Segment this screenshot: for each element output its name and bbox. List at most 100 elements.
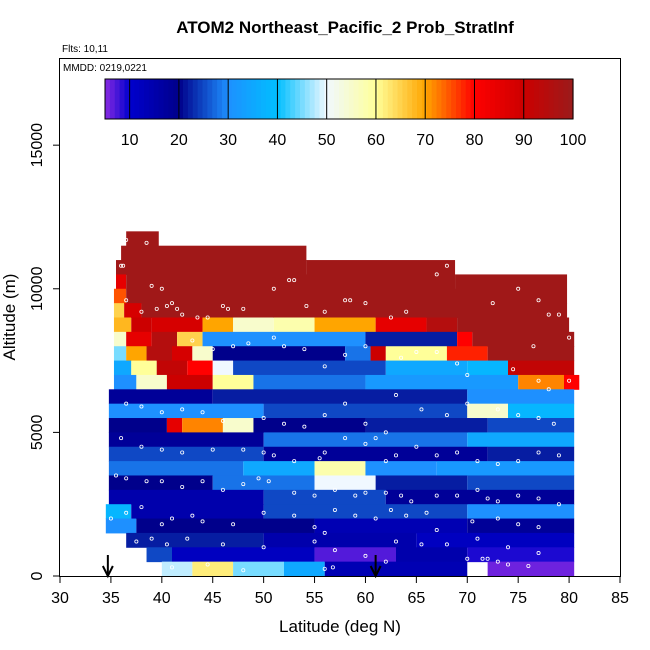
sample-point [343, 298, 348, 303]
sample-point [511, 367, 516, 372]
heatmap-cells [105, 231, 580, 577]
colorbar-swatch [358, 79, 364, 119]
sample-point [241, 306, 246, 311]
colorbar-swatch [261, 79, 267, 119]
colorbar-swatch [207, 79, 213, 119]
colorbar-swatch [514, 79, 520, 119]
sample-point [414, 349, 419, 354]
sample-point [287, 278, 292, 283]
sample-point [485, 496, 490, 501]
colorbar-swatch [168, 79, 174, 119]
arrow-marker [101, 555, 114, 579]
heat-cell-5-2 [141, 303, 568, 318]
heat-cell-6-7 [375, 317, 427, 333]
colorbar-swatch [407, 79, 413, 119]
heat-cell-9-5 [233, 360, 386, 376]
sample-point [292, 278, 297, 283]
colorbar-tick-label: 80 [466, 132, 484, 149]
heat-cell-16-1 [243, 461, 315, 476]
heat-cell-17-2 [314, 475, 376, 491]
sample-point [399, 355, 404, 360]
sample-point [383, 559, 388, 564]
heat-cell-5-1 [124, 303, 142, 318]
sample-point [363, 344, 368, 349]
heat-cell-10-1 [136, 374, 167, 390]
colorbar-swatch [348, 79, 355, 119]
sample-point [159, 479, 164, 484]
heat-cell-6-4 [233, 317, 274, 333]
sample-point [526, 563, 531, 568]
sample-point [180, 450, 185, 455]
colorbar-tick-label: 50 [318, 132, 336, 149]
sample-point [480, 556, 485, 561]
sample-point [536, 496, 541, 501]
sample-point [353, 513, 358, 518]
sample-point [200, 410, 205, 415]
heat-cell-8-2 [146, 346, 172, 362]
heat-cell-12-1 [263, 403, 468, 419]
colorbar-swatch [178, 79, 184, 119]
sample-point [190, 513, 195, 518]
sample-point [281, 344, 286, 349]
sample-point [330, 565, 335, 570]
heat-cell-19-1 [131, 504, 264, 520]
heat-cell-12-0 [108, 403, 264, 419]
heat-cell-20-0 [105, 518, 137, 534]
heat-cell-15-1 [263, 446, 488, 462]
sample-point [495, 407, 500, 412]
sample-point [108, 516, 113, 521]
x-axis-label: Latitude (deg N) [279, 617, 401, 636]
sample-point [292, 513, 297, 518]
sample-point [490, 301, 495, 306]
heat-cell-22-2 [314, 547, 396, 563]
sample-point [475, 487, 480, 492]
colorbar-swatch [231, 79, 238, 119]
heat-cell-2-0 [116, 260, 307, 275]
sample-point [149, 283, 154, 288]
sample-point [516, 493, 521, 498]
heat-cell-9-7 [467, 360, 508, 376]
heat-cell-18-2 [385, 489, 575, 505]
heat-cell-6-8 [426, 317, 458, 333]
colorbar-swatch [300, 79, 306, 119]
sample-point [353, 493, 358, 498]
colorbar-swatch [436, 79, 442, 119]
heat-cell-7-0 [113, 331, 127, 347]
sample-point [388, 315, 393, 320]
colorbar-tick-label: 90 [515, 132, 533, 149]
colorbar-swatch [524, 79, 530, 119]
sample-point [444, 542, 449, 547]
heat-cell-23-0 [161, 561, 193, 577]
sample-point [383, 459, 388, 464]
sample-point [292, 459, 297, 464]
heat-cell-2-1 [306, 260, 456, 275]
sample-point [332, 507, 337, 512]
sample-point [322, 364, 327, 369]
sample-point [292, 490, 297, 495]
colorbar-swatch [212, 79, 218, 119]
heat-cell-21-1 [263, 532, 417, 548]
heat-cell-23-3 [284, 561, 325, 577]
sample-point [154, 306, 159, 311]
sample-point [180, 407, 185, 412]
plot-frame [59, 58, 621, 577]
sample-point [516, 286, 521, 291]
sample-point [536, 551, 541, 556]
x-tick-label: 35 [102, 590, 120, 607]
sample-point [261, 416, 266, 421]
sample-point [210, 447, 215, 452]
sample-point [546, 387, 551, 392]
colorbar-swatch [236, 79, 243, 119]
sample-point [383, 490, 388, 495]
heat-cell-21-2 [416, 532, 575, 548]
sample-point [210, 347, 215, 352]
heat-cell-3-0 [116, 274, 127, 290]
heat-cell-8-7 [370, 346, 386, 362]
heat-cell-18-0 [108, 489, 264, 505]
sample-point [556, 453, 561, 458]
colorbar-swatch [490, 79, 496, 119]
heat-cell-6-2 [151, 317, 203, 333]
sample-point [241, 568, 246, 573]
sample-point [175, 306, 180, 311]
heat-cell-21-0 [126, 532, 264, 548]
